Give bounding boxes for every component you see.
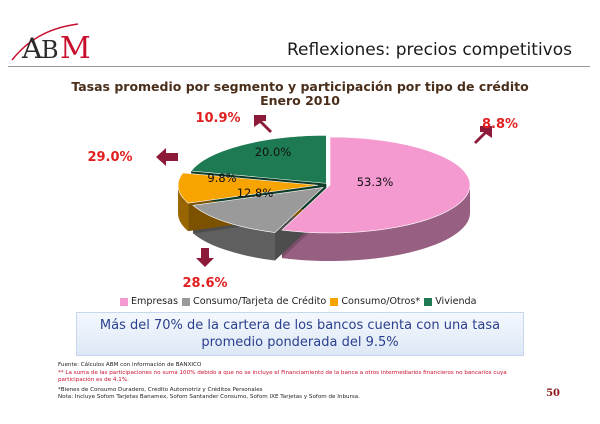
header-divider	[8, 66, 590, 67]
rate-label-1: 28.6%	[182, 276, 227, 291]
pie-slice-2	[177, 172, 319, 204]
legend-item-1: Consumo/Tarjeta de Crédito	[182, 296, 326, 307]
legend-item-2: Consumo/Otros*	[330, 296, 420, 307]
legend-swatch-1	[182, 297, 191, 306]
footnote-source: Fuente: Cálculos ABM con información de …	[58, 362, 202, 368]
slice-share-label-0: 53.3%	[357, 175, 394, 189]
slice-share-label-3: 20.0%	[255, 145, 292, 159]
chart-title: Tasas promedio por segmento y participac…	[71, 79, 529, 94]
rate-label-3: 10.9%	[195, 111, 240, 126]
rate-arrow-1	[196, 248, 214, 267]
pie-side-0	[281, 185, 471, 261]
legend-label-2: Consumo/Otros*	[341, 296, 421, 307]
legend-swatch-3	[424, 297, 433, 306]
chart-legend: Empresas Consumo/Tarjeta de Crédito Consum…	[120, 296, 540, 307]
svg-text:M: M	[60, 31, 91, 64]
legend-label-3: Vivienda	[435, 296, 477, 307]
footnote-note3: Nota: Incluye Sofom Tarjetas Banamex, So…	[58, 394, 360, 400]
footnote-note1-line2: participación es de 4.1%.	[58, 377, 129, 383]
callout-line-2: promedio ponderada del 9.5%	[201, 335, 399, 350]
callout-line-1: Más del 70% de la cartera de los bancos …	[99, 318, 501, 333]
rate-label-2: 29.0%	[87, 150, 132, 165]
pie-slice-3	[190, 135, 327, 184]
rate-arrow-3	[254, 115, 272, 133]
pie-slice-0	[281, 136, 471, 234]
legend-item-3: Vivienda	[424, 296, 477, 307]
pie-slice-1	[192, 187, 324, 233]
rate-arrow-0	[474, 126, 492, 144]
slice-share-label-2: 9.8%	[207, 171, 236, 185]
footnote-note2: *Bienes de Consumo Duradero, Crédito Aut…	[58, 387, 263, 393]
pie-side-2	[178, 185, 189, 232]
footnote-note1-line1: ** La suma de las participaciones no sum…	[58, 370, 507, 376]
svg-text:B: B	[41, 36, 59, 64]
svg-text:A: A	[21, 32, 43, 64]
legend-item-0: Empresas	[120, 296, 178, 307]
legend-swatch-0	[120, 297, 128, 306]
rate-arrow-2	[156, 148, 178, 166]
page-number: 50	[546, 388, 560, 399]
abm-logo: A B M	[11, 23, 91, 64]
legend-label-1: Consumo/Tarjeta de Crédito	[193, 296, 327, 307]
legend-swatch-2	[330, 297, 339, 306]
legend-label-0: Empresas	[131, 296, 179, 307]
pie-chart: 53.3% 12.8%9.8% 20.0% 8.8% 28.6% 29.0% 10.9%	[87, 111, 518, 291]
pie-tops	[177, 135, 471, 234]
callout-box: Más del 70% de la cartera de los bancos …	[76, 312, 524, 356]
chart-title-block: Tasas promedio por segmento y participac…	[0, 80, 600, 108]
slice-share-label-1: 12.8%	[237, 186, 274, 200]
rate-label-0: 8.8%	[482, 117, 518, 132]
chart-subtitle: Enero 2010	[260, 93, 340, 108]
page-title: Reflexiones: precios competitivos	[286, 40, 572, 60]
